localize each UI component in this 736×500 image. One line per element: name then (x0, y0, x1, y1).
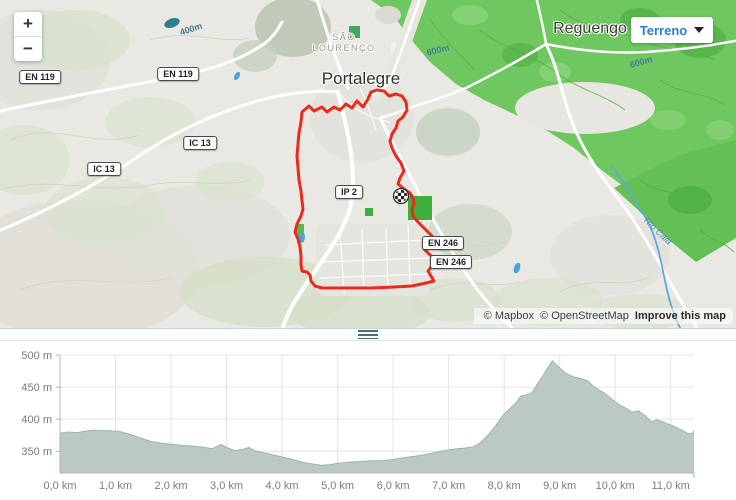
road-shield-en119: EN 119 (19, 70, 61, 84)
place-label-reguengo: Reguengo (553, 20, 627, 37)
terrain-contour-lines (0, 35, 651, 293)
route-polyline (293, 88, 438, 290)
mapbox-attribution-link[interactable]: © Mapbox (483, 310, 534, 322)
map[interactable]: + − Terreno Portalegre Reguengo SÃO LOUR… (0, 0, 736, 328)
map-zoom-control: + − (14, 12, 42, 61)
improve-map-link[interactable]: Improve this map (634, 310, 726, 322)
lake-icon (164, 17, 180, 29)
map-resize-handle[interactable] (358, 330, 378, 339)
place-label-sao-lourenco: SÃO LOURENÇO (312, 32, 375, 54)
map-style-label: Terreno (639, 22, 688, 38)
osm-attribution-link[interactable]: © OpenStreetMap (540, 310, 629, 322)
x-tick-label: 6,0 km (377, 480, 410, 492)
zoom-in-button[interactable]: + (14, 12, 42, 36)
road-shield-en246: EN 246 (421, 236, 465, 250)
x-tick-label: 4,0 km (266, 480, 299, 492)
y-tick-label: 450 m (21, 382, 52, 394)
x-tick-label: 7,0 km (432, 480, 465, 492)
x-tick-label: 8,0 km (488, 480, 521, 492)
x-tick-label: 10,0 km (596, 480, 635, 492)
forest-areas (371, 0, 736, 262)
y-tick-label: 500 m (21, 350, 52, 362)
suburb-label-line2: LOURENÇO (312, 43, 376, 53)
forest-contours (429, 9, 735, 253)
map-attribution: © Mapbox © OpenStreetMap Improve this ma… (473, 308, 733, 324)
x-tick-label: 0,0 km (43, 480, 76, 492)
place-label-portalegre: Portalegre (321, 69, 401, 88)
road-shield-ic13: IC 13 (183, 136, 217, 150)
road-shield-en246: EN 246 (429, 255, 473, 269)
x-tick-label: 3,0 km (210, 480, 243, 492)
suburb-label-line1: SÃO (332, 32, 356, 42)
x-tick-label: 9,0 km (543, 480, 576, 492)
x-tick-label: 11,0 km (652, 480, 690, 492)
pond-icon (513, 262, 521, 274)
start-finish-marker (392, 187, 410, 205)
y-tick-label: 350 m (21, 446, 52, 458)
elevation-chart[interactable]: 500 m 450 m 400 m 350 m 0,0 km 1,0 km 2,0 km 3,… (0, 341, 736, 500)
chevron-down-icon (694, 27, 705, 33)
y-tick-label: 400 m (21, 414, 52, 426)
roads (0, 0, 736, 328)
x-tick-label: 5,0 km (321, 480, 354, 492)
elevation-chart-canvas[interactable]: 500 m 450 m 400 m 350 m 0,0 km 1,0 km 2,0 km 3,… (0, 341, 736, 500)
elevation-line (59, 360, 695, 466)
map-style-selector[interactable]: Terreno (631, 17, 713, 43)
pond-icon (233, 71, 241, 81)
x-tick-label: 1,0 km (99, 480, 132, 492)
zoom-out-button[interactable]: − (14, 37, 42, 61)
road-shield-ip2: IP 2 (335, 185, 363, 199)
divider-line (14, 36, 42, 37)
x-tick-label: 2,0 km (155, 480, 188, 492)
road-shield-en119: EN 119 (157, 67, 199, 81)
road-shield-ic13: IC 13 (87, 162, 121, 176)
map-chart-divider (0, 328, 736, 341)
elevation-area (60, 360, 694, 473)
